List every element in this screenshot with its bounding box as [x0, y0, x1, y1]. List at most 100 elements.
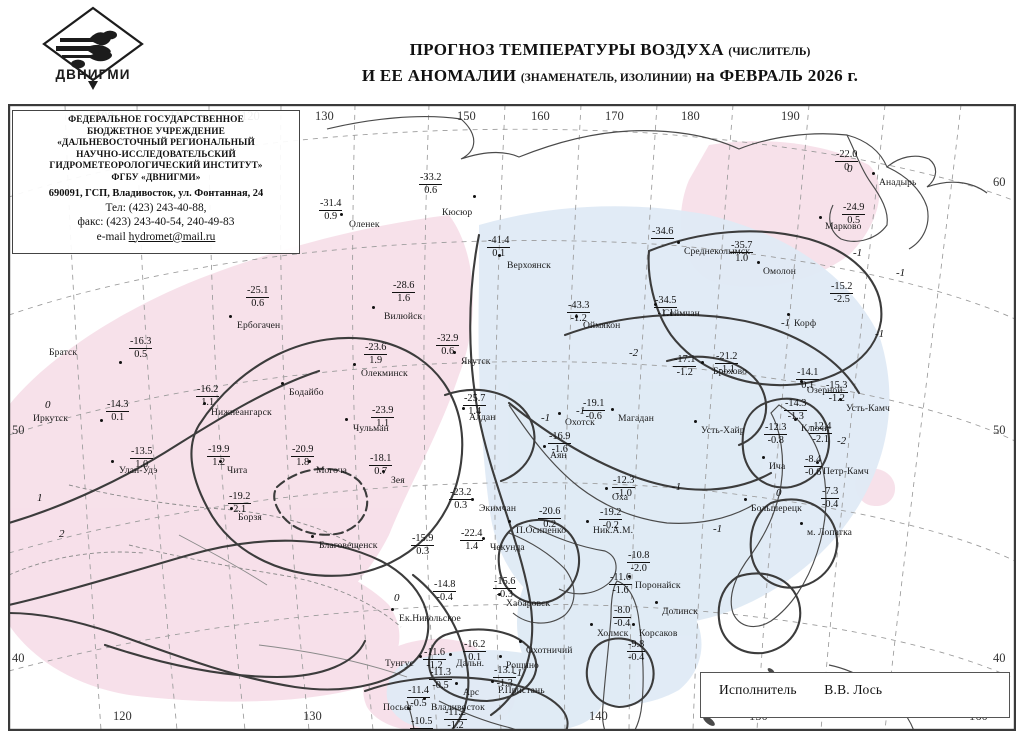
institute-fax: факс: (423) 243-40-54, 240-49-83 — [77, 216, 235, 229]
forecast-temperature: -12.3 — [612, 475, 636, 489]
isoline-label: -1 — [576, 405, 586, 417]
institute-line-4: НАУЧНО-ИССЛЕДОВАТЕЛЬСКИЙ — [76, 149, 236, 160]
station-dot — [519, 640, 523, 644]
isoline-layer — [9, 230, 883, 730]
station-value: -18.1 0.7 — [369, 453, 393, 478]
station-dot — [590, 623, 594, 627]
forecast-temperature: -24.9 — [842, 202, 866, 216]
station-name: Вилюйск — [384, 311, 423, 322]
forecast-temperature: -8.4 — [804, 454, 823, 468]
email-link[interactable]: hydromet@mail.ru — [128, 230, 216, 243]
forecast-temperature: -20.9 — [291, 444, 315, 458]
station-name: Экимчан — [479, 503, 517, 514]
station-dot — [340, 213, 344, 217]
temperature-anomaly: -1.6 — [551, 444, 568, 456]
station-name: Хабаровск — [506, 598, 551, 609]
temperature-anomaly: -0.5 — [432, 680, 449, 692]
page-title: ПРОГНОЗ ТЕМПЕРАТУРЫ ВОЗДУХА (ЧИСЛИТЕЛЬ) … — [250, 38, 970, 90]
lon-label-bottom-120: 120 — [113, 709, 132, 723]
title-line2-tail: на ФЕВРАЛЬ 2026 г. — [696, 66, 859, 85]
station-value: -15.3 -1.2 — [825, 380, 849, 405]
forecast-temperature: -9.8 — [627, 639, 646, 653]
station-value: -19.2 2.1 — [228, 491, 252, 516]
temperature-anomaly: 0.7 — [374, 466, 388, 478]
station-dot — [372, 306, 376, 310]
logo-text: ДВНИГМИ — [55, 67, 130, 82]
temperature-anomaly: 0.9 — [324, 211, 338, 223]
station-value: -16.2 1.1 — [196, 384, 220, 409]
forecast-temperature: -12.3 — [764, 422, 788, 436]
forecast-temperature: -34.6 — [651, 226, 675, 240]
temperature-anomaly: -1.2 — [426, 660, 443, 672]
temperature-anomaly: 0.5 — [134, 349, 148, 361]
station-dot — [558, 412, 562, 416]
lon-label-180: 180 — [681, 109, 700, 123]
station-dot — [762, 456, 766, 460]
temperature-anomaly: 1.8 — [296, 457, 310, 469]
station-name: Сеймчан — [663, 308, 700, 319]
station-value: -7.3 -0.4 — [821, 486, 840, 511]
lat-label-left-50: 50 — [12, 423, 25, 437]
station-name: Чекунда — [490, 542, 525, 553]
lat-label-left-40: 40 — [12, 651, 25, 665]
station-name: Ербогачен — [237, 320, 281, 331]
station-name: Оймякон — [583, 320, 621, 331]
station-dot — [482, 537, 486, 541]
station-dot — [119, 361, 123, 365]
forecast-map[interactable]: 100 110 120 130 150 160 170 180 190 120 … — [8, 104, 1016, 731]
temperature-anomaly: 0.1 — [801, 380, 815, 392]
station-value: -20.9 1.8 — [291, 444, 315, 469]
forecast-temperature: -14.8 — [433, 579, 457, 593]
station-name: Охотничий — [526, 645, 573, 656]
station-name: Нижнеангарск — [211, 407, 272, 418]
isoline-label: -1 — [875, 328, 885, 340]
station-dot — [694, 420, 698, 424]
station-name: Братск — [49, 347, 78, 358]
station-name: Чульман — [353, 423, 389, 434]
station-name: Аян — [550, 450, 567, 461]
station-dot — [575, 315, 579, 319]
temperature-anomaly: -0.4 — [614, 618, 631, 630]
station-value: -34.5 -1.1 — [654, 295, 678, 320]
institute-info-box: ФЕДЕРАЛЬНОЕ ГОСУДАРСТВЕННОЕ БЮДЖЕТНОЕ УЧ… — [12, 110, 300, 254]
station-value: -11.4 -0.5 — [407, 685, 431, 710]
station-dot — [499, 655, 503, 659]
isoline-label: 0 — [45, 399, 51, 411]
station-dot — [230, 507, 234, 511]
station-value: -12.4 -2.1 — [809, 421, 833, 446]
station-dot — [498, 254, 502, 258]
forecast-temperature: -25.1 — [246, 285, 270, 299]
station-name: м. Лопатка — [807, 527, 853, 538]
lat-label-right-40: 40 — [993, 651, 1006, 665]
station-value: -20.6 0.2 — [538, 506, 562, 531]
isoline-label: -1 — [672, 481, 682, 493]
station-dot — [423, 697, 427, 701]
station-name: Рощино — [506, 660, 539, 671]
temperature-anomaly: 1.6 — [397, 293, 411, 305]
executor-label: Исполнитель — [719, 682, 797, 697]
station-value: -23.2 0.3 — [449, 487, 473, 512]
station-value: -14.3 0.1 — [106, 399, 130, 424]
forecast-temperature: -11.3 — [429, 667, 453, 681]
station-value: -24.9 0.5 — [842, 202, 866, 227]
forecast-temperature: -16.2 — [463, 639, 487, 653]
temperature-anomaly: -0.5 — [410, 698, 427, 710]
station-dot — [744, 498, 748, 502]
institute-line-1: ФЕДЕРАЛЬНОЕ ГОСУДАРСТВЕННОЕ — [68, 115, 244, 125]
temperature-anomaly: 0.3 — [454, 500, 468, 512]
station-dot — [800, 522, 804, 526]
station-dot — [407, 707, 411, 711]
station-name: Большерецк — [751, 503, 802, 514]
forecast-temperature: -16.3 — [129, 336, 153, 350]
station-value: -15.9 0.3 — [411, 533, 435, 558]
temperature-anomaly: -0.6 — [585, 411, 602, 423]
forecast-temperature: -11.4 — [407, 685, 431, 699]
station-value: -8.0 -0.4 — [613, 605, 632, 630]
forecast-temperature: -22.0 — [835, 149, 859, 163]
station-value: -32.9 0.6 — [436, 333, 460, 358]
station-dot — [219, 460, 223, 464]
station-dot — [800, 380, 804, 384]
station-dot — [839, 398, 843, 402]
station-dot — [471, 498, 475, 502]
lon-label-160: 160 — [531, 109, 550, 123]
